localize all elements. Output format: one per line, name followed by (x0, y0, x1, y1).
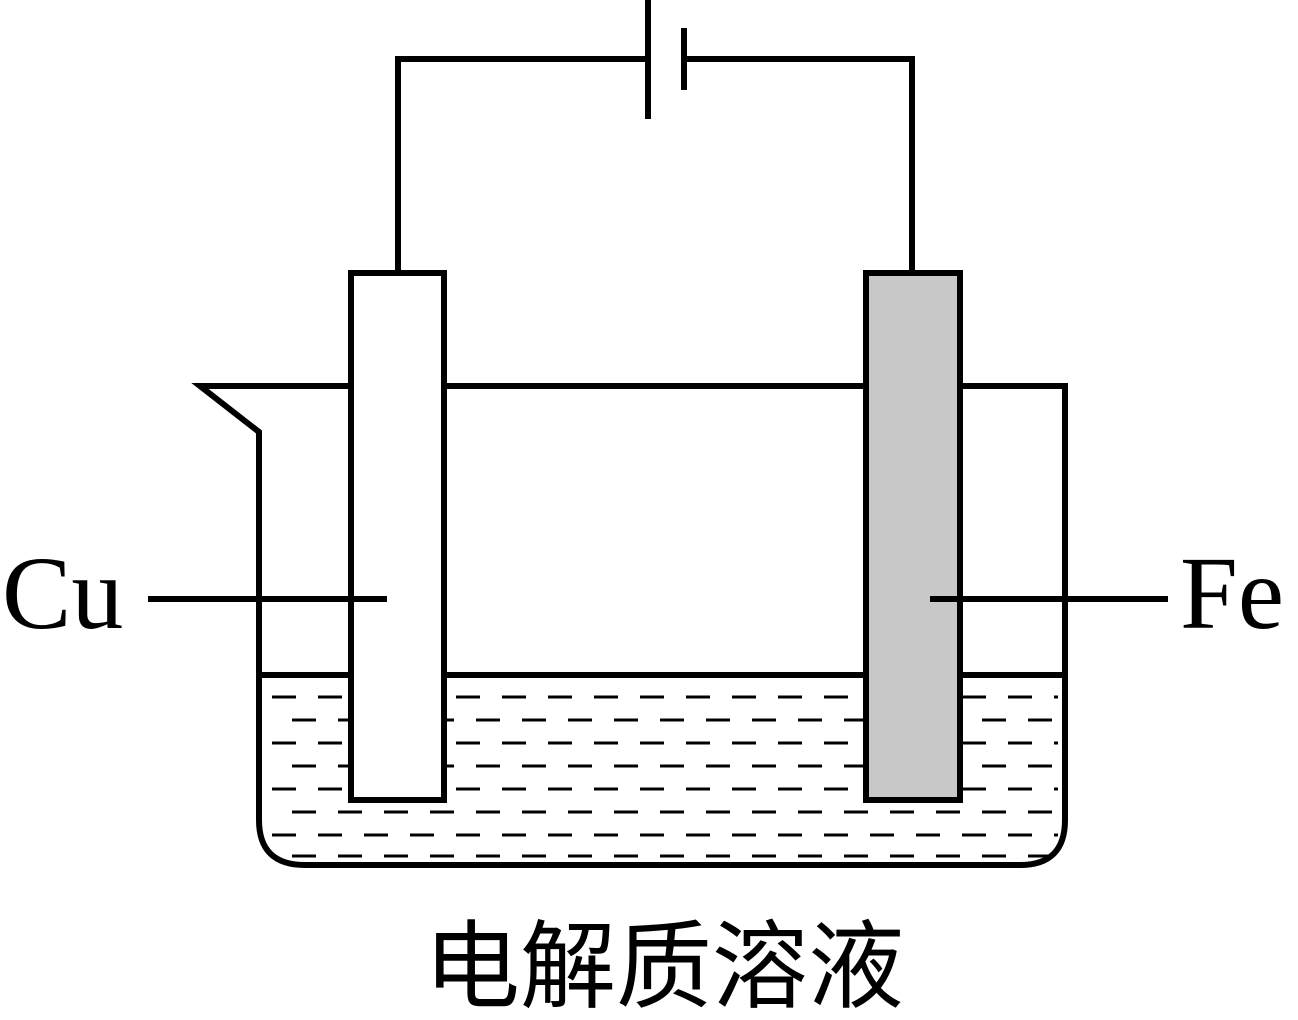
battery (645, 0, 687, 119)
cu-electrode (348, 270, 447, 803)
fe-electrode (863, 270, 963, 803)
wire-left (395, 56, 648, 273)
beaker (191, 383, 1068, 868)
wire-right (684, 56, 915, 273)
cu-label: Cu (2, 536, 123, 651)
fe-label: Fe (1180, 536, 1284, 651)
solution-caption: 电解质溶液 (424, 911, 904, 1020)
